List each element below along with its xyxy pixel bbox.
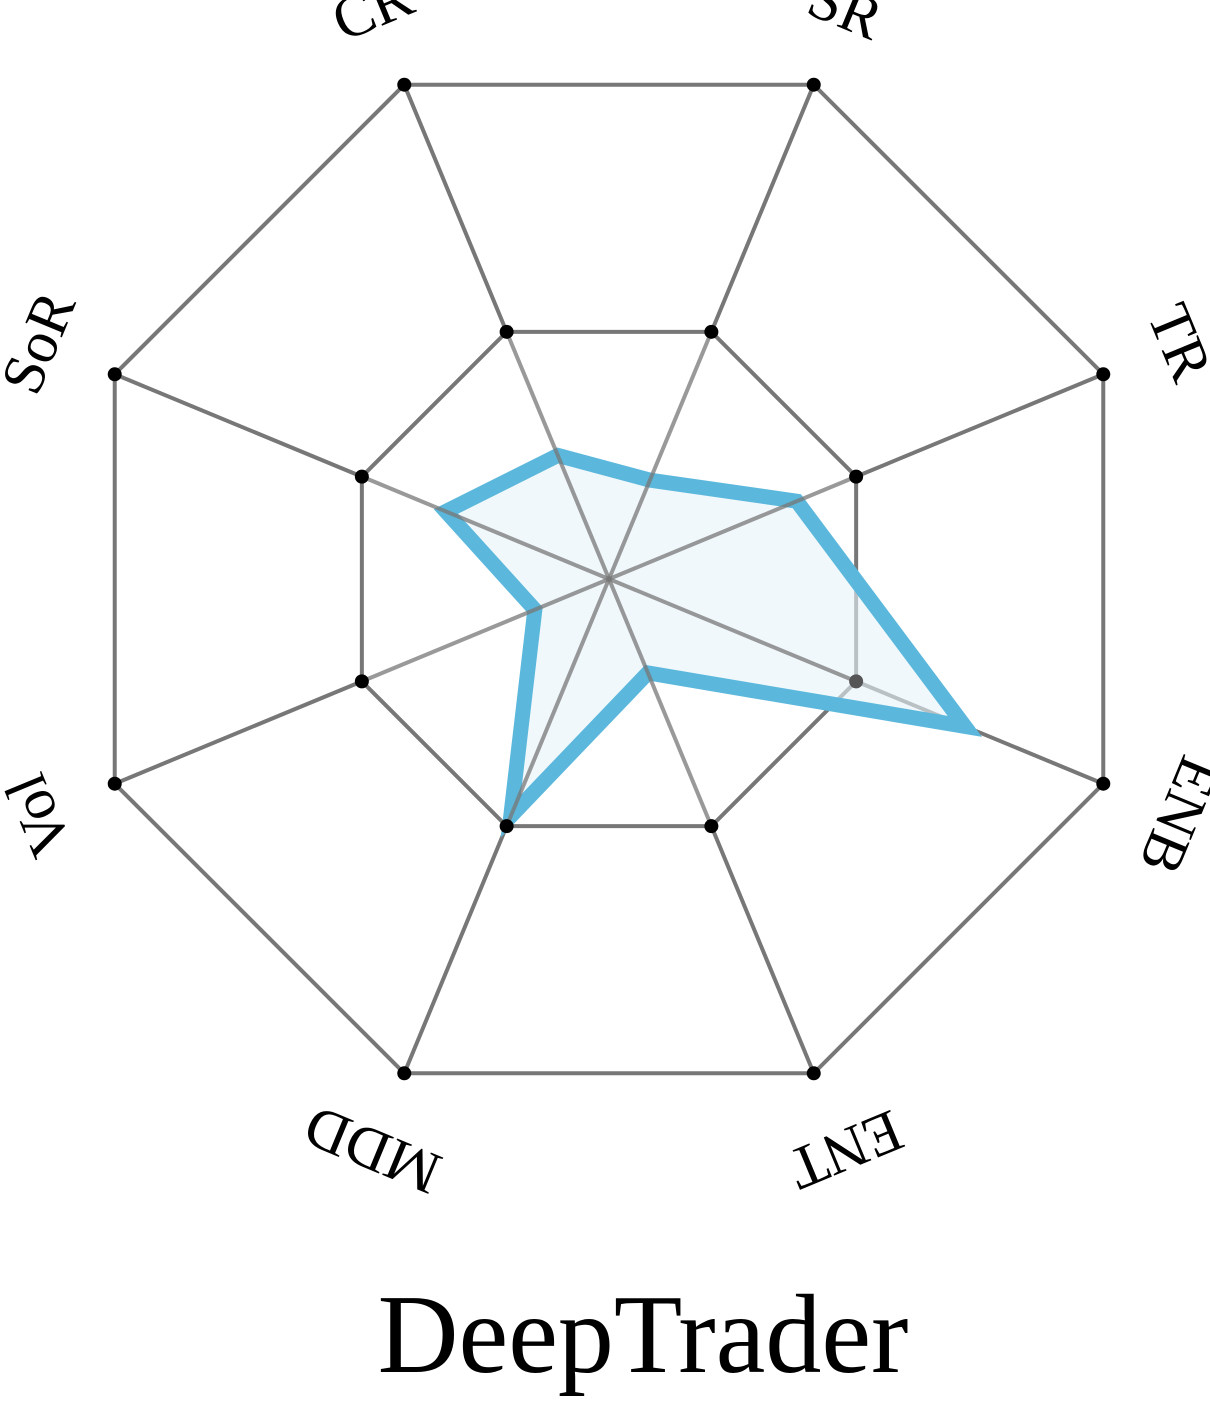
vertex-ring2-vol [107, 776, 122, 791]
spoke-inner-vol [361, 577, 610, 684]
spoke-inner-sr [607, 331, 714, 580]
axis-label-sor: SoR [0, 282, 88, 403]
spoke-outer-sr [709, 83, 816, 333]
vertex-ring2-ent [806, 1066, 821, 1081]
radar-series [433, 447, 983, 838]
vertex-ring1-ent [704, 819, 719, 834]
spoke-outer-ent [709, 825, 816, 1075]
vertex-ring2-sor [107, 367, 122, 382]
chart-title: DeepTrader [378, 1273, 909, 1397]
spoke-outer-mdd [402, 825, 509, 1075]
vertex-ring1-vol [354, 674, 369, 689]
vertex-ring2-mdd [397, 1066, 412, 1081]
vertex-ring2-sr [806, 77, 821, 92]
vertex-ring1-sor [354, 469, 369, 484]
axis-label-cr: CR [323, 0, 422, 54]
spoke-outer-cr [402, 83, 509, 333]
radar-center [361, 331, 857, 827]
axis-label-enb: ENB [1127, 747, 1210, 883]
spoke-outer-vol [113, 679, 363, 786]
axis-label-mdd: MDD [295, 1093, 450, 1208]
axis-label-vol: Vol [0, 765, 84, 866]
spoke-outer-tr [855, 372, 1105, 479]
spoke-inner-enb [608, 577, 857, 684]
spoke-inner-mdd [504, 578, 611, 827]
vertex-ring1-enb [849, 674, 864, 689]
vertex-ring1-mdd [499, 819, 514, 834]
axis-label-ent: ENT [779, 1097, 912, 1203]
vertex-ring2-tr [1096, 367, 1111, 382]
vertex-ring2-enb [1096, 776, 1111, 791]
spoke-inner-cr [504, 331, 611, 580]
radar-vertices [107, 77, 1111, 1081]
spoke-outer-sor [113, 372, 363, 479]
axis-label-tr: TR [1135, 294, 1210, 390]
spoke-inner-tr [608, 474, 857, 581]
spoke-inner-sor [361, 474, 610, 581]
series-area-1 [433, 447, 983, 838]
vertex-ring1-tr [849, 469, 864, 484]
spoke-inner-ent [607, 578, 714, 827]
axis-label-sr: SR [799, 0, 892, 53]
vertex-ring1-cr [499, 324, 514, 339]
vertex-ring1-sr [704, 324, 719, 339]
vertex-ring2-cr [397, 77, 412, 92]
